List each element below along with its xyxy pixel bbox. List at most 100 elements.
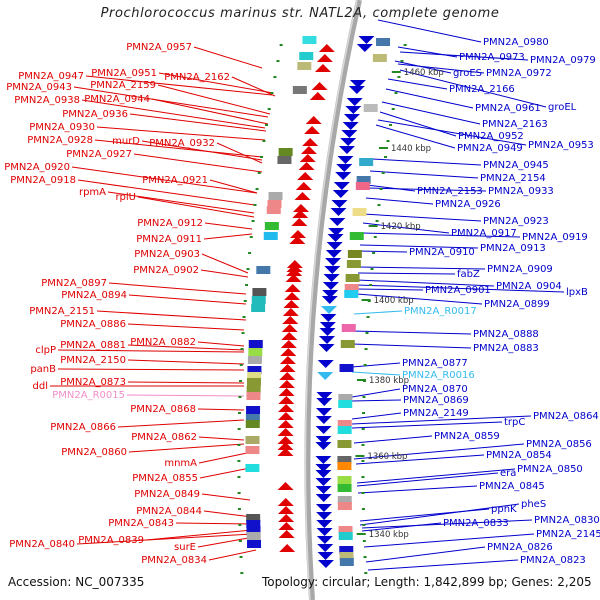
gene-label-left[interactable]: PMN2A_0912 bbox=[137, 218, 203, 229]
gene-label-right[interactable]: groEL bbox=[548, 102, 577, 113]
gene-label-right[interactable]: PMN2A_0856 bbox=[526, 439, 592, 450]
gene-label-left[interactable]: PMN2A_0951 bbox=[91, 68, 157, 79]
gene-label-right[interactable]: PMN2A_0949 bbox=[457, 143, 523, 154]
gene-label-left[interactable]: rplU bbox=[115, 192, 136, 203]
gene-label-left[interactable]: PMN2A_0886 bbox=[60, 319, 126, 330]
gene-label-left[interactable]: PMN2A_0921 bbox=[142, 175, 208, 186]
gene-label-left[interactable]: PMN2A_0839 bbox=[78, 535, 144, 546]
gene-label-right[interactable]: PMN2A_2149 bbox=[403, 408, 469, 419]
gene-label-left[interactable]: PMN2A_2162 bbox=[164, 72, 230, 83]
gene-label-right[interactable]: PMN2A_0877 bbox=[402, 358, 468, 369]
gene-label-right[interactable]: PMN2A_2166 bbox=[449, 84, 515, 95]
gene-label-left[interactable]: PMN2A_0840 bbox=[9, 539, 75, 550]
gene-label-left[interactable]: PMN2A_0868 bbox=[130, 404, 196, 415]
gene-label-left[interactable]: PMN2A_0855 bbox=[132, 473, 198, 484]
gene-label-left[interactable]: PMN2A_0834 bbox=[141, 555, 207, 566]
gene-label-left[interactable]: PMN2A_0903 bbox=[134, 249, 200, 260]
gene-label-left[interactable]: panB bbox=[30, 364, 56, 375]
gene-label-right[interactable]: PMN2A_0845 bbox=[479, 481, 545, 492]
gene-label-right[interactable]: PMN2A_0926 bbox=[435, 199, 501, 210]
gene-label-right[interactable]: trpC bbox=[504, 417, 525, 428]
gene-label-right[interactable]: PMN2A_0980 bbox=[483, 37, 549, 48]
gene-label-right[interactable]: PMN2A_0953 bbox=[528, 140, 594, 151]
gene-label-right[interactable]: PMN2A_0826 bbox=[487, 542, 553, 553]
gene-label-right[interactable]: PMN2A_2153 bbox=[417, 186, 483, 197]
gene-label-right[interactable]: PMN2A_R0016 bbox=[402, 370, 475, 381]
gene-label-right[interactable]: groES bbox=[453, 68, 482, 79]
gene-label-right[interactable]: PMN2A_0979 bbox=[530, 55, 596, 66]
gene-label-left[interactable]: PMN2A_0862 bbox=[131, 432, 197, 443]
gene-label-left[interactable]: PMN2A_0844 bbox=[136, 506, 202, 517]
gene-label-right[interactable]: PMN2A_0952 bbox=[458, 131, 524, 142]
gene-label-right[interactable]: PMN2A_2163 bbox=[482, 119, 548, 130]
gene-label-left[interactable]: rpmA bbox=[79, 187, 106, 198]
gene-label-right[interactable]: PMN2A_0910 bbox=[409, 247, 475, 258]
gene-label-right[interactable]: PMN2A_0823 bbox=[520, 555, 586, 566]
gene-label-left[interactable]: PMN2A_0897 bbox=[41, 278, 107, 289]
gene-label-right[interactable]: era bbox=[500, 468, 516, 479]
gene-label-right[interactable]: PMN2A_0904 bbox=[496, 281, 562, 292]
gene-label-right[interactable]: PMN2A_0883 bbox=[473, 343, 539, 354]
gene-label-left[interactable]: PMN2A_0930 bbox=[29, 122, 95, 133]
gene-label-right[interactable]: PMN2A_0859 bbox=[434, 431, 500, 442]
gene-label-right[interactable]: ppnK bbox=[491, 504, 517, 515]
gene-label-right[interactable]: lpxB bbox=[566, 287, 588, 298]
gene-label-right[interactable]: PMN2A_0869 bbox=[403, 395, 469, 406]
gene-label-left[interactable]: PMN2A_2151 bbox=[29, 306, 95, 317]
gene-label-left[interactable]: PMN2A_0936 bbox=[62, 109, 128, 120]
gene-label-left[interactable]: PMN2A_0957 bbox=[126, 42, 192, 53]
gene-label-right[interactable]: PMN2A_R0017 bbox=[404, 306, 477, 317]
gene-label-left[interactable]: PMN2A_0932 bbox=[149, 138, 215, 149]
gene-label-right[interactable]: PMN2A_0923 bbox=[483, 216, 549, 227]
gene-label-left[interactable]: PMN2A_0928 bbox=[27, 135, 93, 146]
gene-label-left[interactable]: clpP bbox=[35, 345, 56, 356]
gene-label-right[interactable]: PMN2A_0973 bbox=[459, 52, 525, 63]
gene-label-left[interactable]: PMN2A_2159 bbox=[90, 80, 156, 91]
gene-label-right[interactable]: PMN2A_0830 bbox=[534, 515, 600, 526]
gene-label-right[interactable]: PMN2A_2145 bbox=[536, 529, 600, 540]
gene-label-right[interactable]: PMN2A_0850 bbox=[517, 464, 583, 475]
gene-label-right[interactable]: PMN2A_0961 bbox=[475, 103, 541, 114]
gene-label-right[interactable]: PMN2A_0870 bbox=[402, 384, 468, 395]
forward-gene-arrow bbox=[305, 116, 322, 124]
gene-label-left[interactable]: PMN2A_0849 bbox=[134, 489, 200, 500]
gene-label-right[interactable]: PMN2A_0854 bbox=[486, 450, 552, 461]
gene-label-left[interactable]: PMN2A_0943 bbox=[6, 82, 72, 93]
gene-label-left[interactable]: PMN2A_0911 bbox=[136, 234, 202, 245]
gene-label-left[interactable]: PMN2A_0860 bbox=[61, 447, 127, 458]
gene-label-right[interactable]: PMN2A_0901 bbox=[425, 285, 491, 296]
gene-label-left[interactable]: murD bbox=[112, 136, 140, 147]
gene-label-left[interactable]: PMN2A_0918 bbox=[10, 175, 76, 186]
gene-label-right[interactable]: PMN2A_0909 bbox=[487, 264, 553, 275]
gene-label-left[interactable]: surE bbox=[174, 542, 196, 553]
gene-label-left[interactable]: PMN2A_2150 bbox=[60, 355, 126, 366]
gene-label-left[interactable]: PMN2A_0843 bbox=[108, 518, 174, 529]
gene-label-right[interactable]: PMN2A_0972 bbox=[486, 68, 552, 79]
gene-label-left[interactable]: mnmA bbox=[164, 458, 197, 469]
gene-label-left[interactable]: ddl bbox=[33, 381, 48, 392]
gene-label-left[interactable]: PMN2A_R0015 bbox=[52, 390, 125, 401]
gene-label-right[interactable]: PMN2A_0919 bbox=[522, 232, 588, 243]
gene-label-left[interactable]: PMN2A_0873 bbox=[60, 377, 126, 388]
gene-label-left[interactable]: PMN2A_0894 bbox=[61, 290, 127, 301]
gene-label-right[interactable]: PMN2A_0888 bbox=[473, 329, 539, 340]
gene-label-left[interactable]: PMN2A_0881 bbox=[60, 340, 126, 351]
gene-label-left[interactable]: PMN2A_0947 bbox=[18, 71, 84, 82]
gene-label-right[interactable]: PMN2A_0933 bbox=[488, 186, 554, 197]
gene-label-right[interactable]: PMN2A_0899 bbox=[484, 299, 550, 310]
gene-label-left[interactable]: PMN2A_0866 bbox=[50, 422, 116, 433]
gene-label-left[interactable]: PMN2A_0938 bbox=[14, 95, 80, 106]
gene-label-left[interactable]: PMN2A_0902 bbox=[133, 265, 199, 276]
gene-label-left[interactable]: PMN2A_0944 bbox=[84, 94, 150, 105]
gene-label-right[interactable]: PMN2A_0913 bbox=[480, 243, 546, 254]
gene-label-right[interactable]: PMN2A_0945 bbox=[483, 160, 549, 171]
gene-label-left[interactable]: PMN2A_0927 bbox=[66, 149, 132, 160]
gene-label-left[interactable]: PMN2A_0920 bbox=[4, 162, 70, 173]
gene-label-right[interactable]: pheS bbox=[521, 499, 546, 510]
gene-label-right[interactable]: PMN2A_0833 bbox=[443, 518, 509, 529]
gene-label-right[interactable]: PMN2A_2154 bbox=[480, 173, 546, 184]
gene-label-left[interactable]: PMN2A_0882 bbox=[130, 337, 196, 348]
gene-label-right[interactable]: PMN2A_0917 bbox=[451, 228, 517, 239]
gene-label-right[interactable]: fabZ bbox=[457, 269, 480, 280]
gene-label-right[interactable]: PMN2A_0864 bbox=[533, 411, 599, 422]
